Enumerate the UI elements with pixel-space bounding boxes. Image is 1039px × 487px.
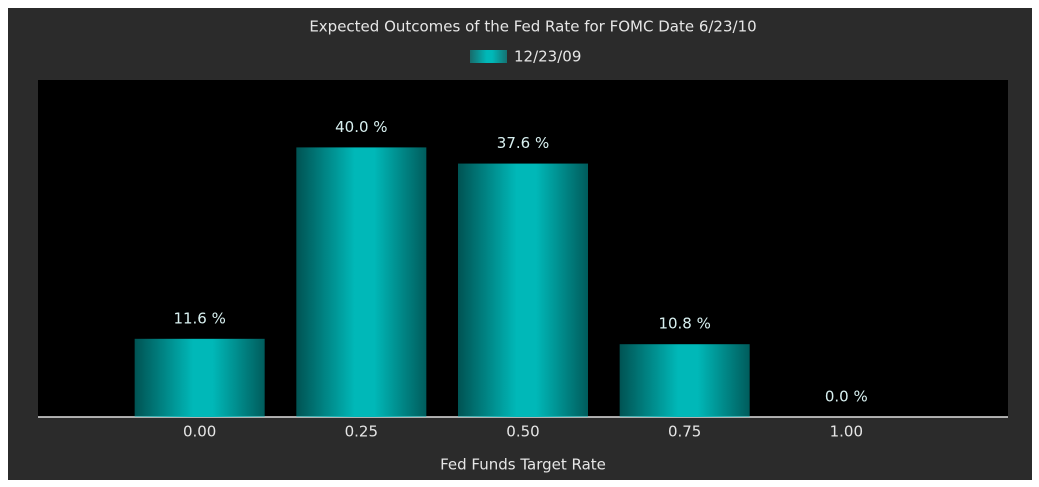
x-axis-label: Fed Funds Target Rate — [440, 456, 606, 474]
data-label: 0.0 % — [825, 388, 868, 406]
bar — [458, 163, 588, 417]
chart-title: Expected Outcomes of the Fed Rate for FO… — [309, 18, 756, 36]
data-label: 11.6 % — [173, 309, 225, 327]
x-tick-label: 1.00 — [830, 423, 863, 441]
bar — [296, 147, 427, 417]
bar — [134, 338, 265, 417]
data-label: 40.0 % — [335, 118, 387, 136]
x-tick-label: 0.25 — [345, 423, 378, 441]
legend-label: 12/23/09 — [514, 48, 581, 66]
legend-swatch — [470, 50, 507, 63]
data-label: 37.6 % — [497, 134, 549, 152]
x-tick-label: 0.75 — [668, 423, 701, 441]
bar — [619, 344, 750, 417]
x-tick-label: 0.00 — [183, 423, 216, 441]
x-tick-label: 0.50 — [506, 423, 539, 441]
data-label: 10.8 % — [658, 315, 710, 333]
